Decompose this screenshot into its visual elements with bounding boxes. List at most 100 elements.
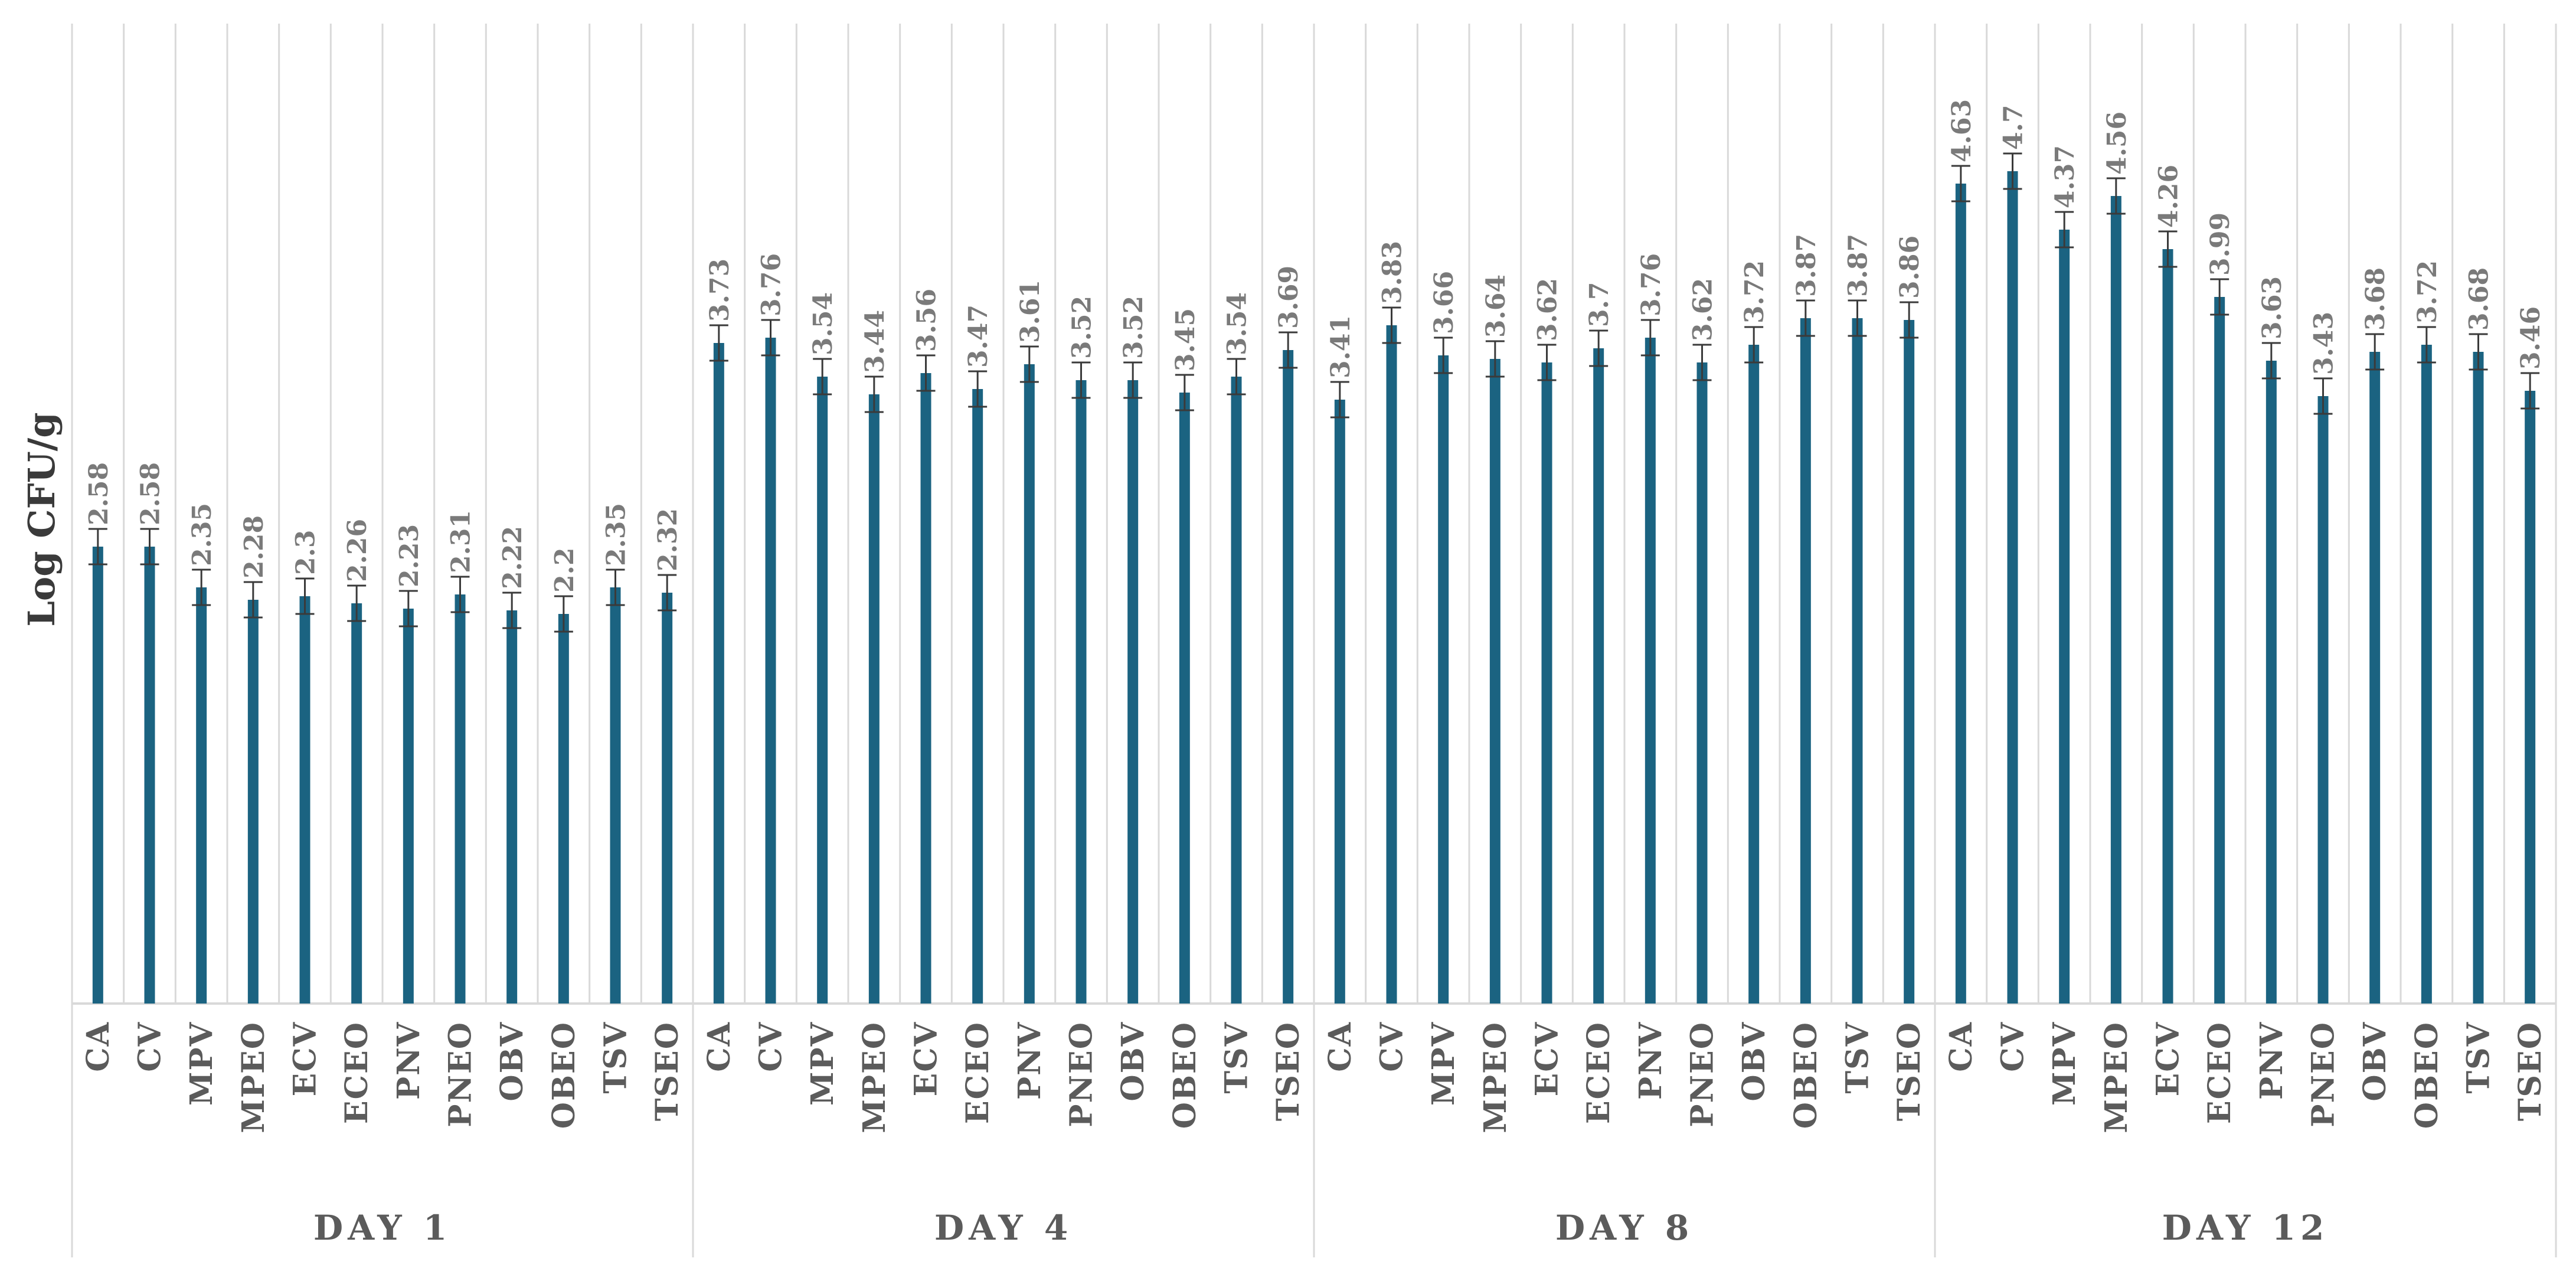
data-label: 3.99	[2205, 213, 2235, 276]
error-bar	[1227, 358, 1246, 396]
bars	[92, 171, 2536, 1004]
error-bars	[88, 152, 2540, 633]
x-tick-label: ECV	[287, 1021, 323, 1096]
x-group-label: DAY 8	[1555, 1208, 1694, 1248]
bar	[1645, 338, 1656, 1004]
error-bar	[2003, 152, 2022, 190]
x-tick-label: PNV	[2254, 1021, 2290, 1100]
data-label: 2.22	[498, 526, 528, 589]
error-bar	[2365, 333, 2385, 371]
x-group-label: DAY 12	[2162, 1208, 2329, 1248]
data-label: 3.61	[1015, 280, 1045, 343]
data-label: 2.32	[653, 508, 683, 571]
x-tick-label: PNV	[391, 1021, 427, 1100]
x-tick-label: TSEO	[2512, 1021, 2548, 1121]
error-bar	[606, 568, 625, 606]
x-tick-label: ECEO	[960, 1021, 996, 1124]
data-label: 3.76	[757, 253, 787, 316]
error-bar	[2055, 211, 2074, 249]
error-bar	[1123, 361, 1143, 399]
data-label: 4.37	[2050, 145, 2080, 208]
data-label: 3.56	[912, 289, 942, 352]
bar	[1386, 325, 1397, 1004]
error-bar	[2210, 278, 2230, 316]
bar	[2473, 352, 2484, 1004]
data-label: 3.72	[2412, 260, 2443, 323]
bar	[2059, 230, 2070, 1004]
bar	[299, 596, 310, 1004]
x-axis-category-labels: CA CV MPV MPEO ECV ECEO PNV PNEO OBV OBEO TSV TSEO C…	[80, 1021, 2548, 1133]
error-bar	[1330, 381, 1349, 419]
error-bar	[450, 576, 470, 613]
error-bar	[140, 528, 159, 566]
value-labels: 2.58 2.58 2.35 2.28 2.3 2.26 2.23 2.31 2.22 2.2 2.…	[84, 99, 2546, 593]
data-label: 2.35	[187, 503, 217, 566]
x-tick-label: MPV	[805, 1021, 841, 1106]
x-tick-label: ECEO	[1581, 1021, 1617, 1124]
bar	[2214, 297, 2225, 1004]
error-bar	[1175, 374, 1194, 411]
bar	[1696, 362, 1708, 1004]
data-label: 2.2	[550, 547, 580, 593]
bar	[2110, 196, 2121, 1004]
bar	[1024, 364, 1035, 1004]
data-label: 3.87	[1792, 234, 1822, 297]
bar	[765, 338, 776, 1004]
x-tick-label: PNEO	[2306, 1021, 2342, 1128]
data-label: 3.76	[1636, 253, 1666, 316]
error-bar	[1744, 326, 1764, 364]
bar	[403, 609, 414, 1004]
data-label: 3.68	[2464, 267, 2495, 331]
x-tick-label: OBV	[1736, 1021, 1772, 1102]
error-bar	[1900, 301, 1919, 339]
bar	[1955, 184, 1966, 1004]
x-tick-label: OBEO	[2409, 1021, 2445, 1129]
data-label: 2.3	[291, 530, 321, 575]
x-tick-label: TSV	[598, 1021, 634, 1094]
bar	[868, 394, 880, 1004]
data-label: 3.87	[1843, 234, 1874, 297]
data-label: 2.58	[84, 462, 114, 525]
error-bar	[2158, 230, 2178, 268]
data-label: 3.44	[860, 310, 890, 373]
bar	[2369, 352, 2381, 1004]
error-bar	[2521, 372, 2540, 410]
error-bar	[709, 324, 728, 362]
bar	[2525, 391, 2536, 1004]
x-tick-label: PNEO	[443, 1021, 479, 1128]
error-bar	[1279, 331, 1298, 369]
x-tick-label: OBV	[1115, 1021, 1151, 1102]
error-bar	[2261, 342, 2281, 380]
bar	[1438, 355, 1449, 1004]
error-bar	[88, 528, 107, 566]
data-label: 3.62	[1533, 278, 1563, 341]
x-tick-label: ECV	[1529, 1021, 1565, 1096]
bar	[506, 610, 518, 1004]
data-label: 4.63	[1947, 99, 1977, 162]
bar	[1593, 348, 1604, 1004]
error-bar	[1640, 319, 1660, 357]
error-bar	[295, 577, 315, 615]
error-bar	[1537, 344, 1557, 381]
x-tick-label: CA	[1322, 1021, 1358, 1072]
error-bar	[1589, 329, 1609, 367]
x-tick-label: TSEO	[649, 1021, 685, 1121]
data-label: 3.83	[1378, 241, 1408, 304]
y-axis-title: Log CFU/g	[20, 412, 63, 626]
bar	[455, 594, 466, 1004]
x-tick-label: OBEO	[546, 1021, 582, 1129]
error-bar	[2313, 377, 2333, 415]
error-bar	[1485, 340, 1505, 378]
x-tick-label: TSV	[1840, 1021, 1876, 1094]
error-bar	[1848, 299, 1867, 337]
data-label: 2.58	[136, 462, 166, 525]
error-bar	[968, 370, 988, 408]
bar	[817, 377, 828, 1004]
bar	[1283, 350, 1294, 1004]
data-label: 3.86	[1895, 236, 1925, 299]
error-bar	[2417, 326, 2436, 364]
x-tick-label: CV	[1374, 1021, 1410, 1072]
x-tick-label: CV	[1995, 1021, 2031, 1072]
x-tick-label: MPV	[2047, 1021, 2083, 1106]
